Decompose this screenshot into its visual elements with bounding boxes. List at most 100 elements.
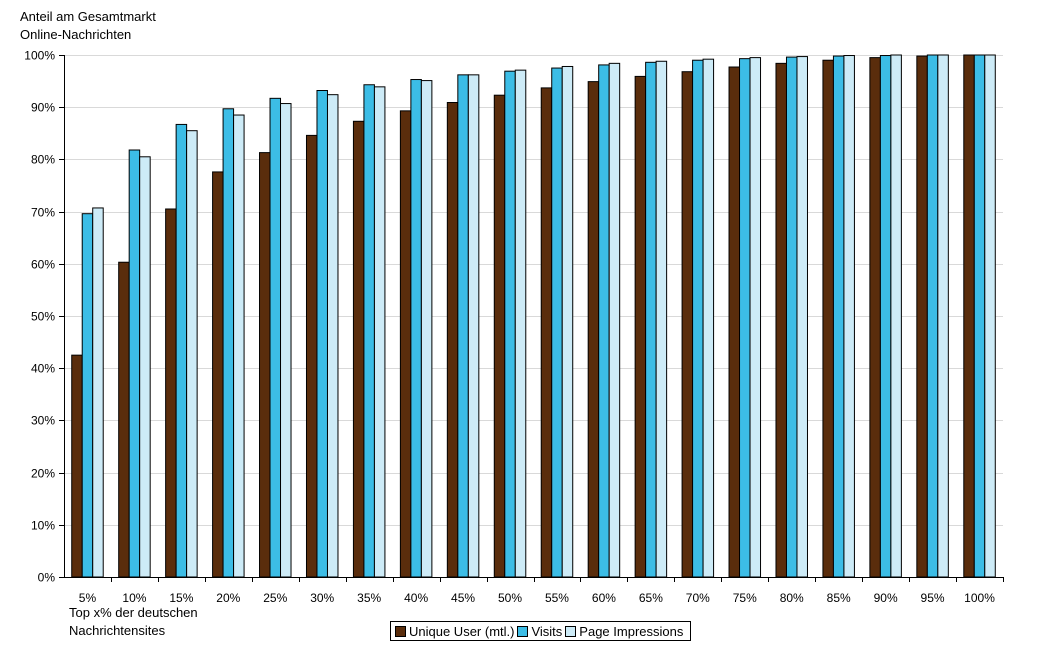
bar-page-impressions xyxy=(655,60,668,578)
bar-unique-user xyxy=(681,71,694,578)
x-tick-label: 90% xyxy=(874,591,898,605)
bar-visits xyxy=(785,56,798,578)
bar-unique-user xyxy=(728,66,741,578)
bar-unique-user xyxy=(963,54,975,578)
bar-visits xyxy=(973,54,986,578)
x-tick-label: 50% xyxy=(498,591,522,605)
bar-unique-user xyxy=(305,134,318,578)
bar-visits xyxy=(645,61,657,578)
bar-visits xyxy=(832,55,845,578)
bar-visits xyxy=(551,67,563,578)
bar-visits xyxy=(175,123,188,578)
bar-unique-user xyxy=(259,152,271,578)
x-tick-label: 40% xyxy=(404,591,428,605)
x-tick-label: 10% xyxy=(122,591,146,605)
bar-visits xyxy=(504,70,516,578)
bar-page-impressions xyxy=(749,57,762,578)
bar-unique-user xyxy=(352,120,365,578)
legend-item-unique-user: Unique User (mtl.) xyxy=(395,624,514,639)
legend-label-unique-user: Unique User (mtl.) xyxy=(409,623,515,639)
legend-label-visits: Visits xyxy=(531,623,563,639)
x-tick-label: 75% xyxy=(733,591,757,605)
x-axis-title: Top x% der deutschen Nachrichtensites xyxy=(69,604,198,640)
y-tick-label: 20% xyxy=(31,467,55,481)
bar-page-impressions xyxy=(373,86,386,578)
y-tick-label: 60% xyxy=(31,258,55,272)
x-tick-label: 15% xyxy=(169,591,193,605)
x-tick-label: 60% xyxy=(592,591,616,605)
bar-page-impressions xyxy=(937,54,949,578)
bar-visits xyxy=(692,59,704,578)
bar-page-impressions xyxy=(514,69,527,578)
bar-page-impressions xyxy=(92,207,104,578)
bar-page-impressions xyxy=(420,80,433,578)
x-tick-label: 5% xyxy=(79,591,97,605)
bar-visits xyxy=(410,79,422,578)
bar-unique-user xyxy=(71,354,83,578)
x-tick-label: 100% xyxy=(964,591,995,605)
legend-item-page-impressions: Page Impressions xyxy=(565,624,683,639)
bar-page-impressions xyxy=(186,130,198,578)
x-tick-label: 85% xyxy=(827,591,851,605)
bar-unique-user xyxy=(587,81,600,578)
y-axis-title: Anteil am Gesamtmarkt Online-Nachrichten xyxy=(20,8,156,44)
bar-page-impressions xyxy=(233,114,245,578)
y-tick-label: 50% xyxy=(31,310,55,324)
bar-unique-user xyxy=(399,110,412,578)
bar-visits xyxy=(222,108,235,578)
x-axis-title-line-1: Top x% der deutschen xyxy=(69,605,198,620)
legend-label-page-impressions: Page Impressions xyxy=(579,623,684,639)
bar-unique-user xyxy=(775,62,787,578)
x-tick-label: 25% xyxy=(263,591,287,605)
legend-swatch-unique-user xyxy=(395,625,406,637)
bar-visits xyxy=(269,97,282,578)
bar-page-impressions xyxy=(467,74,480,578)
x-tick-label: 45% xyxy=(451,591,475,605)
x-tick-label: 70% xyxy=(686,591,710,605)
y-tick-label: 0% xyxy=(38,571,56,585)
bar-page-impressions xyxy=(139,156,151,578)
x-tick-label: 35% xyxy=(357,591,381,605)
y-tick-label: 100% xyxy=(24,49,55,63)
bar-page-impressions xyxy=(326,94,339,578)
bar-page-impressions xyxy=(702,58,715,578)
x-axis-title-line-2: Nachrichtensites xyxy=(69,623,166,638)
bar-visits xyxy=(739,58,751,578)
bar-page-impressions xyxy=(796,56,808,578)
bar-visits xyxy=(316,90,328,578)
bar-unique-user xyxy=(446,102,459,578)
bar-unique-user xyxy=(212,171,224,578)
bar-visits xyxy=(457,74,469,578)
bar-unique-user xyxy=(165,208,177,578)
bar-visits xyxy=(363,84,375,578)
bar-unique-user xyxy=(540,87,553,578)
bar-page-impressions xyxy=(984,54,996,578)
bar-page-impressions xyxy=(890,54,902,578)
x-tick-label: 80% xyxy=(780,591,804,605)
bar-page-impressions xyxy=(843,55,855,578)
y-axis-title-line-2: Online-Nachrichten xyxy=(20,27,132,42)
chart-legend: Unique User (mtl.) Visits Page Impressio… xyxy=(390,621,692,641)
x-tick-label: 55% xyxy=(545,591,569,605)
bar-page-impressions xyxy=(608,62,621,578)
y-tick-label: 30% xyxy=(31,414,55,428)
x-tick-label: 65% xyxy=(639,591,663,605)
bar-unique-user xyxy=(869,57,881,578)
bar-visits xyxy=(926,54,939,578)
bar-unique-user xyxy=(634,75,647,578)
bar-visits xyxy=(81,213,94,578)
y-tick-label: 10% xyxy=(31,519,55,533)
bar-unique-user xyxy=(916,55,928,578)
legend-item-visits: Visits xyxy=(517,624,562,639)
bars: 5% 10% 15% 20% 25% 30% 35% 40% 45% 50% 55% 60% 65% 70… xyxy=(71,54,1004,605)
bar-visits xyxy=(879,55,892,578)
bar-unique-user xyxy=(822,59,834,578)
y-tick-label: 90% xyxy=(31,101,55,115)
x-tick-label: 95% xyxy=(921,591,945,605)
x-tick-label: 20% xyxy=(216,591,240,605)
bar-page-impressions xyxy=(561,65,574,578)
bar-visits xyxy=(598,64,610,578)
y-tick-label: 80% xyxy=(31,153,55,167)
bar-visits xyxy=(128,149,141,578)
